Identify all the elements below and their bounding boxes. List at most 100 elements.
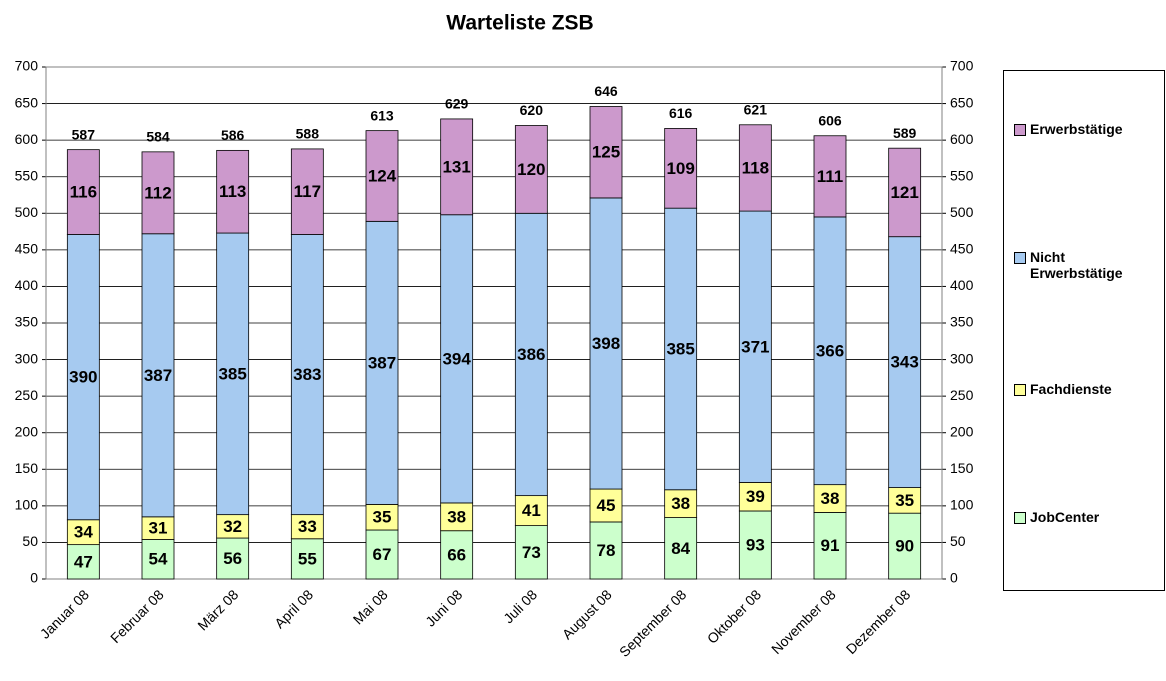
- bar-segment: [813, 135, 847, 218]
- y-tick-label: 50: [22, 533, 38, 549]
- y2-tick-label: 350: [950, 314, 974, 330]
- bar-segment: [141, 151, 175, 235]
- bar-segment: [738, 210, 772, 483]
- y2-tick-label: 0: [950, 570, 958, 586]
- bar-segment: [365, 503, 399, 531]
- data-label: 390: [69, 368, 97, 387]
- y2-tick-label: 700: [950, 58, 974, 74]
- y-tick-label: 550: [15, 167, 39, 183]
- bar-segment: [290, 514, 324, 540]
- bar-segment: [738, 510, 772, 580]
- x-tick-label: März 08: [194, 586, 241, 633]
- bar-segment: [589, 106, 623, 199]
- y-tick-label: 300: [15, 350, 39, 366]
- x-tick-label: Juli 08: [500, 586, 540, 626]
- legend-item: Nicht Erwerbstätige: [1014, 249, 1154, 281]
- chart-title: Warteliste ZSB: [446, 12, 593, 35]
- data-label: 66: [447, 545, 466, 564]
- data-label: 117: [294, 182, 321, 201]
- data-label: 38: [447, 507, 466, 526]
- data-label: 383: [293, 365, 321, 384]
- total-label: 589: [893, 125, 917, 141]
- y2-tick-label: 100: [950, 497, 974, 513]
- total-label: 646: [594, 83, 618, 99]
- bar-segment: [664, 207, 698, 491]
- bar-segment: [440, 530, 474, 580]
- data-label: 366: [816, 341, 844, 360]
- data-label: 111: [817, 167, 844, 186]
- bar-segment: [141, 539, 175, 580]
- bar-segment: [514, 525, 548, 580]
- legend-label: JobCenter: [1030, 509, 1100, 525]
- data-label: 31: [149, 519, 168, 538]
- y-tick-label: 600: [15, 131, 39, 147]
- y2-tick-label: 250: [950, 387, 974, 403]
- legend-label: Erwerbstätige: [1030, 121, 1123, 137]
- total-label: 620: [520, 102, 544, 118]
- data-label: 56: [223, 549, 242, 568]
- y2-tick-label: 450: [950, 241, 974, 257]
- bar-segment: [664, 517, 698, 580]
- total-label: 629: [445, 96, 469, 112]
- data-label: 398: [592, 334, 620, 353]
- total-label: 621: [744, 101, 768, 117]
- x-tick-label: November 08: [768, 586, 839, 657]
- y-tick-label: 200: [15, 423, 39, 439]
- bar-segment: [66, 519, 100, 546]
- x-tick-label: Dezember 08: [843, 586, 914, 657]
- bar-segment: [664, 489, 698, 518]
- data-label: 120: [517, 160, 545, 179]
- total-label: 588: [296, 126, 320, 142]
- data-label: 124: [368, 166, 397, 185]
- bar-segment: [813, 512, 847, 580]
- bar-segment: [66, 234, 100, 521]
- data-label: 47: [74, 552, 93, 571]
- x-tick-label: August 08: [559, 586, 615, 642]
- data-label: 84: [671, 539, 690, 558]
- y-tick-label: 0: [30, 570, 38, 586]
- bar-segment: [365, 130, 399, 222]
- y-tick-label: 500: [15, 204, 39, 220]
- data-label: 118: [742, 158, 769, 177]
- legend-swatch: [1014, 124, 1026, 136]
- legend-swatch: [1014, 384, 1026, 396]
- data-label: 45: [597, 496, 616, 515]
- x-tick-label: Februar 08: [107, 586, 167, 646]
- bar-segment: [813, 484, 847, 513]
- y-tick-label: 700: [15, 58, 39, 74]
- bar-segment: [888, 487, 922, 514]
- data-label: 91: [821, 536, 840, 555]
- bar-segment: [66, 544, 100, 580]
- bar-segment: [888, 512, 922, 580]
- data-label: 93: [746, 535, 765, 554]
- data-label: 116: [70, 183, 97, 202]
- y2-tick-label: 300: [950, 350, 974, 366]
- bar-segment: [514, 212, 548, 497]
- legend-swatch: [1014, 512, 1026, 524]
- total-label: 616: [669, 105, 693, 121]
- bar-segment: [365, 529, 399, 580]
- total-label: 606: [818, 112, 842, 128]
- data-label: 387: [368, 353, 396, 372]
- data-label: 34: [74, 523, 93, 542]
- total-label: 587: [72, 126, 96, 142]
- bar-segment: [365, 220, 399, 505]
- legend-item: Fachdienste: [1014, 381, 1154, 397]
- bar-segment: [290, 148, 324, 235]
- data-label: 125: [592, 143, 620, 162]
- x-tick-label: April 08: [271, 586, 316, 631]
- y2-tick-label: 150: [950, 460, 974, 476]
- data-label: 39: [746, 487, 765, 506]
- y2-tick-label: 600: [950, 131, 974, 147]
- total-label: 586: [221, 127, 245, 143]
- data-label: 67: [373, 545, 392, 564]
- data-label: 73: [522, 543, 541, 562]
- bar-segment: [66, 149, 100, 235]
- bar-segment: [514, 125, 548, 214]
- legend-item: Erwerbstätige: [1014, 121, 1154, 137]
- data-label: 109: [666, 159, 694, 178]
- bar-segment: [589, 521, 623, 580]
- x-tick-label: Januar 08: [37, 586, 92, 641]
- data-label: 343: [890, 353, 918, 372]
